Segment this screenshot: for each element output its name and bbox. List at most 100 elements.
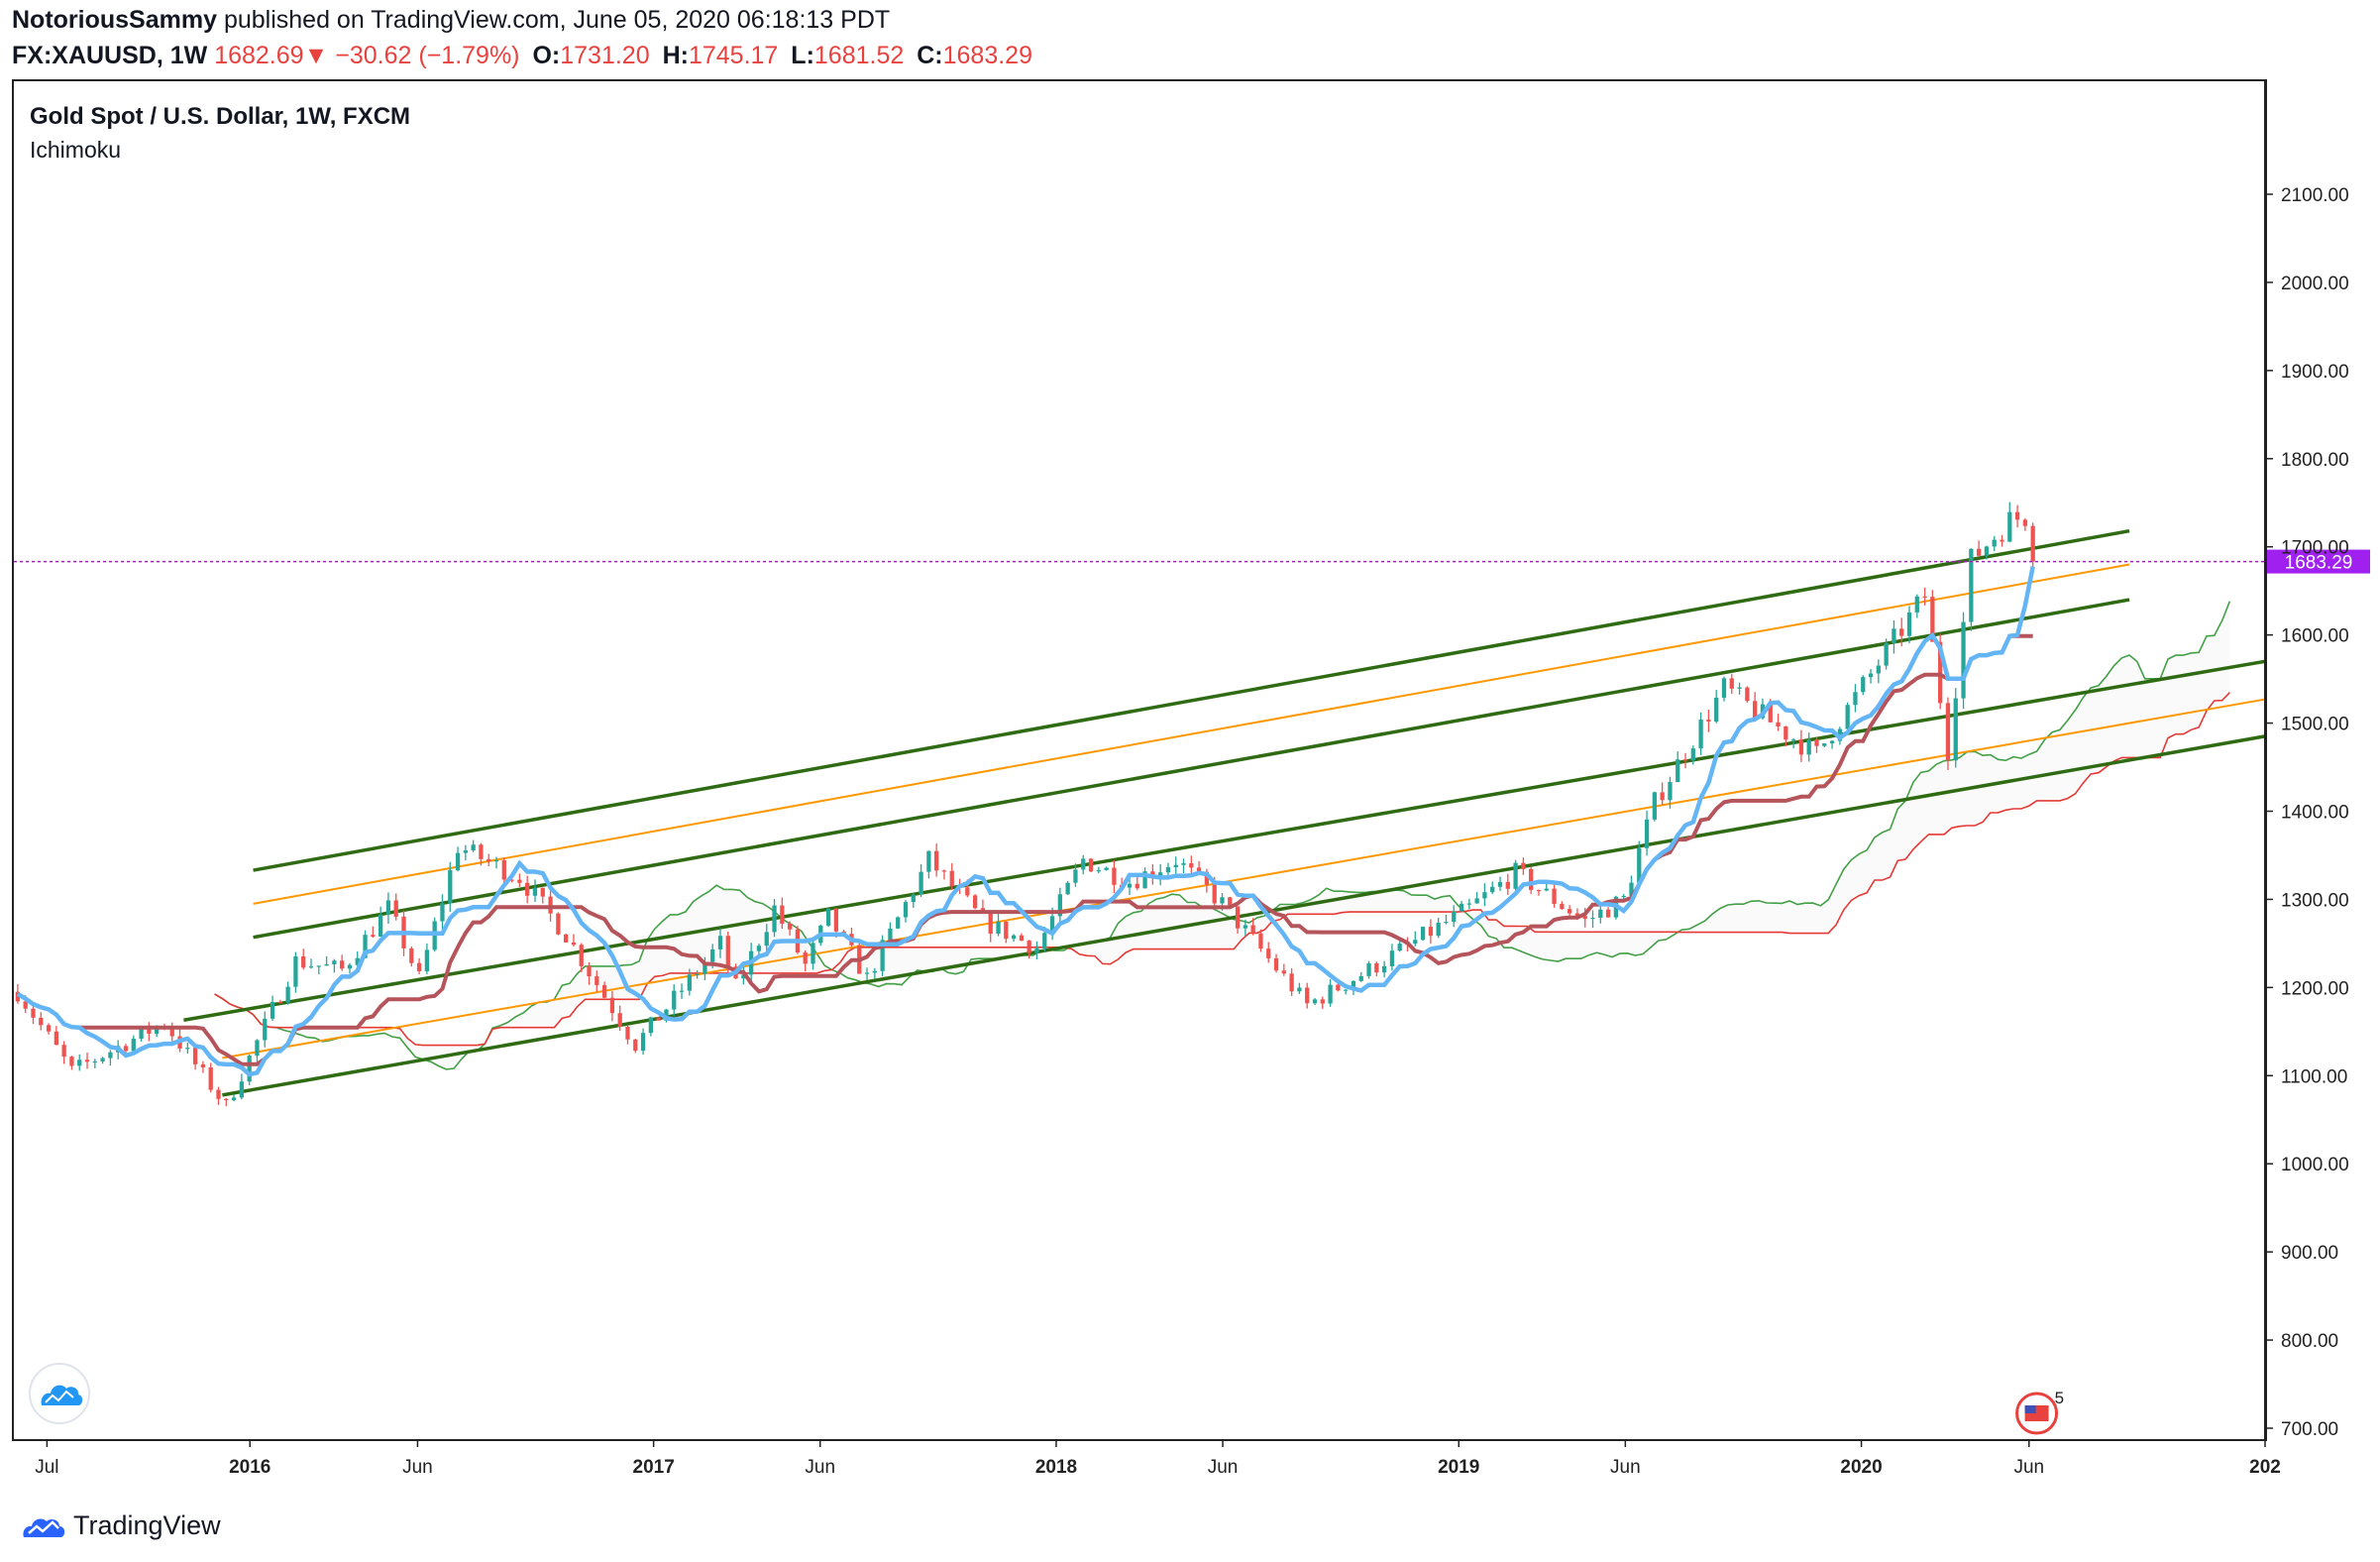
candle[interactable] bbox=[1845, 702, 1850, 732]
candle[interactable] bbox=[1644, 810, 1650, 856]
candle[interactable] bbox=[1096, 866, 1101, 874]
candle[interactable] bbox=[2014, 504, 2020, 528]
candle[interactable] bbox=[1521, 857, 1526, 875]
candle[interactable] bbox=[1019, 933, 1025, 942]
candle[interactable] bbox=[1358, 971, 1363, 982]
candle[interactable] bbox=[1682, 752, 1688, 769]
candle[interactable] bbox=[949, 863, 954, 891]
candle[interactable] bbox=[1505, 873, 1510, 895]
candle[interactable] bbox=[609, 990, 615, 1022]
author-name[interactable]: NotoriousSammy bbox=[12, 6, 217, 34]
candle[interactable] bbox=[1381, 960, 1387, 978]
candle[interactable] bbox=[1676, 751, 1680, 783]
candle[interactable] bbox=[224, 1097, 229, 1107]
candle[interactable] bbox=[896, 916, 901, 930]
candle[interactable] bbox=[1490, 881, 1495, 895]
candle[interactable] bbox=[1258, 929, 1263, 952]
candle[interactable] bbox=[1497, 876, 1503, 891]
candle[interactable] bbox=[540, 887, 545, 904]
candle[interactable] bbox=[316, 965, 321, 975]
candle[interactable] bbox=[1034, 941, 1039, 960]
candle[interactable] bbox=[640, 1028, 646, 1056]
candle[interactable] bbox=[277, 999, 282, 1004]
candle[interactable] bbox=[687, 968, 692, 996]
candle[interactable] bbox=[1536, 889, 1542, 896]
candle[interactable] bbox=[1273, 953, 1279, 973]
candle[interactable] bbox=[409, 946, 414, 967]
candle[interactable] bbox=[39, 1012, 44, 1031]
candle[interactable] bbox=[100, 1057, 105, 1064]
candle[interactable] bbox=[880, 935, 885, 976]
candle[interactable] bbox=[1073, 863, 1078, 887]
candle[interactable] bbox=[564, 934, 569, 943]
candle[interactable] bbox=[371, 926, 376, 939]
candle[interactable] bbox=[803, 949, 808, 972]
indicator-legend-ichimoku[interactable]: Ichimoku bbox=[30, 137, 122, 163]
candle[interactable] bbox=[1853, 684, 1858, 713]
candle[interactable] bbox=[996, 913, 1001, 937]
candle[interactable] bbox=[1266, 942, 1271, 963]
candle[interactable] bbox=[1560, 901, 1565, 910]
candle[interactable] bbox=[1250, 918, 1255, 936]
candle[interactable] bbox=[1798, 729, 1804, 762]
candle[interactable] bbox=[270, 995, 275, 1022]
candle[interactable] bbox=[2022, 517, 2028, 531]
candle[interactable] bbox=[324, 955, 329, 966]
candle[interactable] bbox=[1444, 914, 1449, 925]
candle[interactable] bbox=[1984, 545, 1990, 560]
candle[interactable] bbox=[1814, 736, 1819, 753]
candle[interactable] bbox=[131, 1035, 136, 1053]
candle[interactable] bbox=[1945, 697, 1951, 770]
candle[interactable] bbox=[1552, 882, 1557, 908]
candle[interactable] bbox=[1621, 893, 1626, 900]
candle[interactable] bbox=[911, 892, 916, 908]
candle[interactable] bbox=[703, 956, 707, 981]
candle[interactable] bbox=[1976, 540, 1982, 557]
candle[interactable] bbox=[263, 1011, 268, 1048]
candle[interactable] bbox=[2007, 502, 2012, 543]
candle[interactable] bbox=[479, 842, 484, 866]
candle[interactable] bbox=[787, 921, 793, 936]
candle[interactable] bbox=[595, 970, 599, 992]
candle[interactable] bbox=[308, 958, 314, 969]
candle[interactable] bbox=[1142, 867, 1147, 889]
candle[interactable] bbox=[208, 1062, 213, 1093]
candle[interactable] bbox=[463, 844, 468, 861]
candle[interactable] bbox=[1158, 864, 1163, 886]
candle[interactable] bbox=[1243, 919, 1248, 937]
candle[interactable] bbox=[378, 906, 383, 938]
candle[interactable] bbox=[1884, 638, 1889, 670]
candle[interactable] bbox=[1088, 857, 1094, 872]
candle[interactable] bbox=[1861, 675, 1866, 696]
candle[interactable] bbox=[1305, 982, 1310, 1009]
candle[interactable] bbox=[1961, 612, 1966, 710]
candle[interactable] bbox=[1474, 892, 1479, 904]
candle[interactable] bbox=[1436, 918, 1441, 939]
candle[interactable] bbox=[825, 908, 831, 928]
candle[interactable] bbox=[216, 1086, 221, 1105]
candle[interactable] bbox=[1652, 791, 1657, 822]
candle[interactable] bbox=[2030, 522, 2035, 570]
candle[interactable] bbox=[780, 897, 785, 930]
candle[interactable] bbox=[1189, 855, 1194, 875]
candle[interactable] bbox=[1868, 669, 1874, 684]
candle[interactable] bbox=[15, 983, 21, 1004]
candle[interactable] bbox=[532, 879, 538, 903]
candle[interactable] bbox=[717, 928, 723, 958]
candle[interactable] bbox=[811, 940, 815, 970]
candle[interactable] bbox=[347, 962, 353, 974]
candle[interactable] bbox=[54, 1026, 59, 1046]
candle[interactable] bbox=[332, 958, 337, 973]
candle[interactable] bbox=[1065, 881, 1070, 895]
candle[interactable] bbox=[1598, 906, 1603, 924]
candle[interactable] bbox=[1011, 934, 1017, 943]
candle[interactable] bbox=[1112, 859, 1117, 894]
last-price-badge[interactable] bbox=[2267, 549, 2370, 574]
candle[interactable] bbox=[200, 1060, 206, 1073]
candle[interactable] bbox=[1892, 619, 1896, 654]
candle[interactable] bbox=[1513, 859, 1518, 896]
candle[interactable] bbox=[393, 893, 398, 921]
candle[interactable] bbox=[656, 1017, 661, 1021]
candle[interactable] bbox=[385, 892, 391, 924]
